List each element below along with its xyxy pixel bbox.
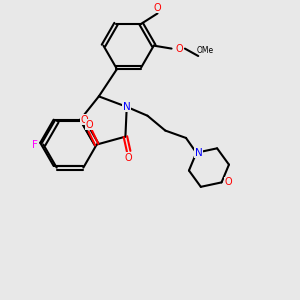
Text: OMe: OMe: [197, 46, 214, 55]
Text: O: O: [154, 2, 161, 13]
Text: N: N: [195, 148, 202, 158]
Text: N: N: [123, 102, 130, 112]
Text: O: O: [175, 44, 183, 54]
Text: F: F: [32, 140, 38, 150]
Text: O: O: [81, 115, 88, 125]
Text: O: O: [125, 153, 133, 163]
Text: O: O: [86, 120, 93, 130]
Text: O: O: [224, 177, 232, 188]
